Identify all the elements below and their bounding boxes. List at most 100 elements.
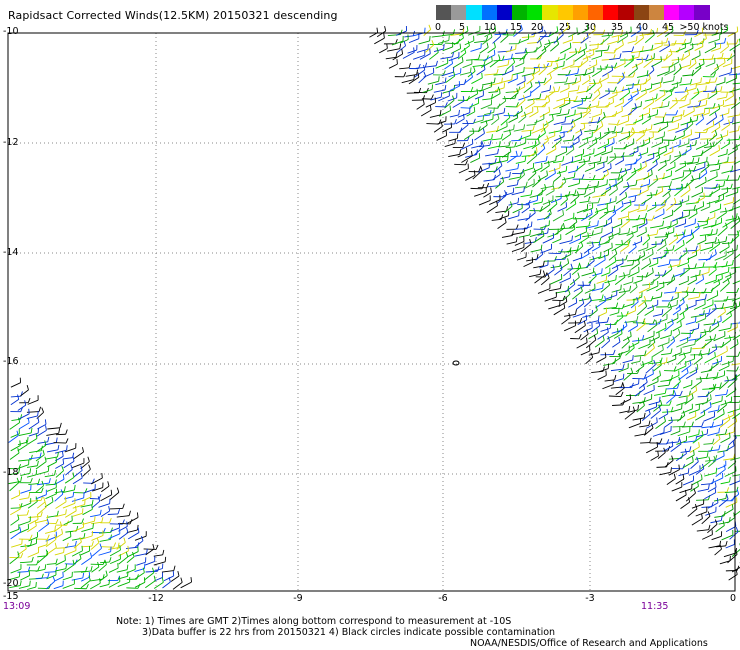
wind-barb [117, 581, 130, 587]
wind-barb [635, 217, 646, 220]
wind-barb [472, 170, 483, 180]
wind-barb [575, 309, 577, 315]
wind-barb [559, 240, 572, 245]
wind-barb [615, 184, 618, 190]
wind-barb [666, 223, 678, 230]
wind-barb [542, 65, 552, 68]
wind-barb [621, 87, 633, 92]
wind-barb [433, 48, 444, 52]
wind-barb [685, 492, 696, 502]
wind-barb [534, 275, 546, 284]
wind-barb [667, 101, 670, 107]
wind-barb [672, 274, 676, 280]
wind-barb [713, 72, 717, 78]
wind-barb [454, 163, 466, 166]
wind-barb [505, 168, 518, 172]
wind-barb [678, 215, 690, 220]
wind-barb [485, 35, 489, 42]
wind-barb [584, 129, 597, 133]
wind-barb [617, 350, 630, 356]
wind-barb [506, 241, 517, 245]
wind-barb [645, 245, 657, 252]
wind-barb [180, 581, 192, 589]
plot-frame [7, 32, 736, 592]
wind-barb [423, 71, 427, 77]
wind-barb [91, 521, 102, 525]
wind-barb [604, 237, 614, 244]
wind-barb [652, 204, 665, 206]
wind-barb [607, 157, 617, 165]
wind-barb [8, 435, 19, 443]
wind-barb [521, 36, 534, 38]
wind-barb [53, 478, 65, 486]
wind-barb [716, 228, 718, 234]
wind-barb [109, 517, 112, 523]
wind-barb [700, 112, 710, 117]
wind-barb [153, 575, 156, 581]
wind-barb [597, 116, 601, 123]
wind-barb [388, 63, 398, 69]
wind-barb [668, 238, 678, 246]
wind-barb [688, 433, 699, 438]
wind-barb [538, 65, 541, 71]
wind-barb [537, 288, 551, 294]
wind-barb [690, 92, 700, 100]
wind-barb [713, 318, 716, 324]
wind-barb [673, 390, 677, 396]
wind-barb [706, 156, 708, 162]
y-label-14: -14 [3, 247, 19, 258]
wind-barb [586, 32, 589, 38]
wind-barb [614, 102, 624, 108]
wind-barb [36, 430, 47, 437]
wind-barb [669, 49, 673, 55]
wind-barb [386, 43, 388, 49]
wind-barb [122, 503, 125, 509]
wind-barb [732, 280, 740, 285]
wind-barb [517, 197, 520, 203]
wind-barb [126, 527, 129, 533]
wind-barb [508, 117, 518, 123]
wind-barb [726, 376, 730, 382]
wind-barb [620, 391, 624, 397]
wind-barb [97, 496, 101, 502]
wind-barb [514, 141, 517, 148]
wind-barb [664, 231, 674, 236]
wind-barb [619, 53, 622, 59]
wind-barb [603, 111, 606, 117]
wind-barb [461, 56, 464, 62]
wind-barb [26, 474, 37, 478]
wind-barb [659, 438, 663, 444]
wind-barb [482, 36, 493, 45]
wind-barb [675, 233, 679, 239]
wind-barb [686, 367, 689, 373]
wind-barb [693, 205, 704, 212]
wind-barb [654, 94, 666, 102]
wind-barb [418, 76, 427, 84]
wind-barb [20, 476, 23, 482]
wind-barb [470, 47, 482, 52]
wind-barb [651, 44, 654, 50]
wind-barb [548, 199, 551, 205]
wind-barb [689, 144, 692, 150]
wind-barb [608, 178, 619, 181]
wind-barb [46, 574, 57, 580]
wind-barb [691, 503, 704, 509]
wind-barb [99, 578, 101, 584]
wind-barb [634, 37, 644, 46]
wind-barb [703, 192, 705, 198]
wind-barb [506, 206, 509, 212]
wind-barb [442, 70, 446, 76]
wind-barb [37, 555, 47, 558]
wind-barb [61, 451, 64, 457]
wind-barb [635, 180, 638, 186]
wind-barb [499, 215, 509, 220]
wind-barb [652, 337, 656, 343]
wind-barb [489, 140, 492, 146]
wind-barb [493, 77, 496, 83]
wind-barb [395, 38, 398, 44]
wind-barb [540, 165, 550, 173]
wind-barb [376, 27, 379, 33]
wind-barb [422, 89, 433, 93]
wind-barb [46, 518, 50, 525]
wind-barb [714, 86, 717, 92]
